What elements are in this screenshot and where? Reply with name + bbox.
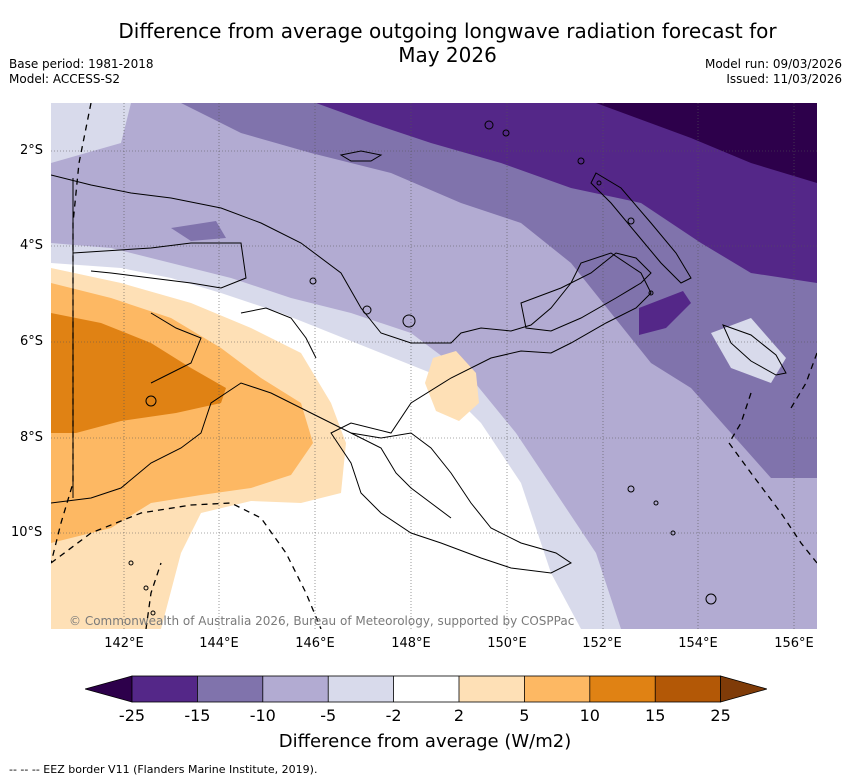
band-plus-2-to-5-patch (425, 351, 479, 421)
metadata-left: Base period: 1981-2018 Model: ACCESS-S2 (9, 57, 154, 87)
band-minus-25-to-15 (316, 103, 817, 283)
colorbar-segment-3 (262, 676, 329, 702)
new-ireland-coast (590, 172, 692, 284)
eez-southwest (145, 562, 162, 629)
colorbar-tick: 25 (710, 706, 731, 725)
colorbar-segment-8 (589, 676, 656, 702)
new-britain-coast (520, 252, 652, 332)
issued-text: Issued: 11/03/2026 (726, 72, 842, 86)
copyright-notice: © Commonwealth of Australia 2026, Bureau… (69, 614, 575, 628)
band-minus-10-to-5-west (51, 103, 131, 163)
eez-footnote: -- -- -- EEZ border V11 (Flanders Marine… (9, 763, 318, 776)
graticule (51, 103, 817, 629)
band-minus-5-to-2-patch (711, 318, 786, 383)
lat-label-6s: 6°S (20, 334, 44, 349)
colorbar-tick: -2 (385, 706, 402, 725)
lon-label-148e: 148°E (391, 636, 431, 651)
colorbar-tick: -15 (184, 706, 211, 725)
colorbar-tick: 2 (453, 706, 465, 725)
lon-label-142e: 142°E (104, 636, 144, 651)
colorbar-tick: -25 (118, 706, 146, 725)
lon-label-152e: 152°E (582, 636, 622, 651)
eez-south (51, 502, 322, 629)
colorbar-segment-7 (524, 676, 590, 702)
colorbar-tick: 15 (645, 706, 666, 725)
lon-label-144e: 144°E (199, 636, 239, 651)
metadata-right: Model run: 09/03/2026 Issued: 11/03/2026 (705, 57, 842, 87)
band-below-minus-25 (596, 103, 817, 183)
colorbar-segment-9 (655, 676, 721, 702)
manus-coast (339, 150, 383, 162)
colorbar-segment-6 (459, 676, 525, 702)
lon-label-146e: 146°E (295, 636, 335, 651)
colorbar-low-extend (85, 675, 133, 703)
lat-label-10s: 10°S (11, 525, 43, 540)
colorbar-segment-4 (328, 676, 394, 702)
small-islands (128, 120, 717, 616)
lat-label-8s: 8°S (20, 430, 44, 445)
colorbar-segment-2 (197, 676, 263, 702)
band-plus-10-to-15 (51, 313, 226, 433)
band-minus-25-to-15-islet (639, 291, 691, 335)
model-text: Model: ACCESS-S2 (9, 72, 121, 86)
eez-borders (51, 103, 817, 629)
band-minus-15-to-10-patch (171, 221, 226, 241)
lat-label-4s: 4°S (20, 238, 44, 253)
lat-label-2s: 2°S (20, 143, 44, 158)
colorbar-segment-5 (393, 676, 459, 702)
map-canvas (51, 103, 817, 629)
map-panel (51, 103, 817, 629)
title-line-2: May 2026 (398, 43, 497, 67)
model-run-text: Model run: 09/03/2026 (704, 57, 842, 71)
eez-east (728, 392, 817, 564)
bougainville-coast (722, 324, 787, 376)
colorbar-high-extend (720, 675, 767, 703)
map-title: Difference from average outgoing longwav… (60, 19, 835, 67)
lon-label-156e: 156°E (774, 636, 814, 651)
lon-label-150e: 150°E (487, 636, 527, 651)
colorbar (85, 675, 767, 703)
colorbar-tick: 5 (519, 706, 530, 725)
colorbar-title: Difference from average (W/m2) (278, 731, 572, 752)
province-border-4 (350, 432, 452, 519)
base-period-text: Base period: 1981-2018 (9, 57, 154, 71)
eez-west (51, 103, 92, 564)
province-border-3 (240, 307, 317, 359)
province-border-2 (150, 312, 202, 384)
colorbar-tick: -5 (320, 706, 337, 725)
colorbar-tick: -10 (249, 706, 276, 725)
colorbar-tick: 10 (579, 706, 600, 725)
colorbar-segment-1 (132, 676, 198, 702)
lon-label-154e: 154°E (678, 636, 718, 651)
title-line-1: Difference from average outgoing longwav… (118, 19, 777, 43)
province-border-1 (72, 242, 247, 289)
